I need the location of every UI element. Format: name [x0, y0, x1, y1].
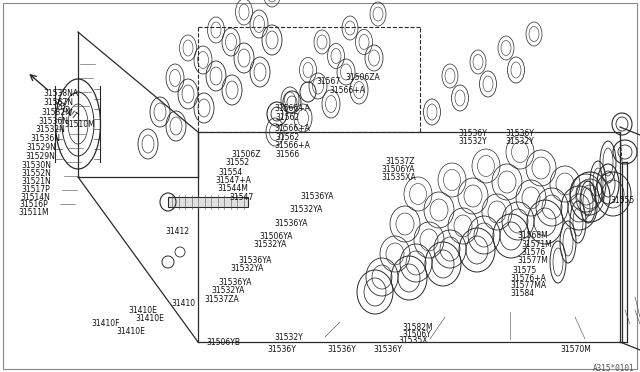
Text: 31536YA: 31536YA: [219, 278, 252, 287]
Text: 31537ZA: 31537ZA: [205, 295, 239, 304]
Text: 31536YA: 31536YA: [301, 192, 334, 201]
Text: 31511M: 31511M: [18, 208, 49, 217]
Bar: [168, 197, 248, 207]
Text: 31532Y: 31532Y: [506, 137, 534, 146]
Text: 31410E: 31410E: [136, 314, 164, 323]
Text: 31570M: 31570M: [561, 345, 591, 354]
Text: 31506Y: 31506Y: [402, 330, 431, 339]
Text: 31571M: 31571M: [522, 240, 552, 248]
Text: 31576: 31576: [522, 248, 546, 257]
Text: 31510M: 31510M: [64, 121, 95, 129]
Text: 31410F: 31410F: [92, 319, 120, 328]
Text: 31537Z: 31537Z: [385, 157, 415, 166]
Text: 31532N: 31532N: [36, 125, 66, 134]
Text: 31566+A: 31566+A: [329, 86, 365, 94]
Text: 31536YA: 31536YA: [274, 219, 307, 228]
Text: 31516P: 31516P: [19, 200, 48, 209]
Text: 31577M: 31577M: [517, 256, 548, 265]
Text: 31566+A: 31566+A: [274, 124, 310, 133]
Text: 31536Y: 31536Y: [506, 129, 534, 138]
Text: 31536Y: 31536Y: [374, 345, 403, 354]
Text: 31529N: 31529N: [27, 143, 57, 152]
Text: 31552: 31552: [225, 158, 250, 167]
Text: 31538NA: 31538NA: [44, 89, 79, 98]
Text: 31506ZA: 31506ZA: [346, 73, 380, 82]
Text: 31521N: 31521N: [22, 177, 51, 186]
Text: 31536Y: 31536Y: [458, 129, 487, 138]
Text: 31506YB: 31506YB: [207, 338, 241, 347]
Text: 31584: 31584: [511, 289, 535, 298]
Text: 31514N: 31514N: [20, 193, 51, 202]
Text: 31576+A: 31576+A: [511, 274, 547, 283]
Text: 31410E: 31410E: [116, 327, 145, 336]
Text: 31532YA: 31532YA: [211, 286, 244, 295]
Text: 31532N: 31532N: [41, 108, 71, 117]
Text: 31555: 31555: [610, 196, 634, 205]
Text: 31544M: 31544M: [218, 185, 248, 193]
Text: 31566: 31566: [275, 150, 300, 158]
Text: 31562: 31562: [275, 113, 300, 122]
Text: 31506Z: 31506Z: [232, 150, 261, 158]
Text: FRONT: FRONT: [53, 99, 79, 121]
Text: 31532YA: 31532YA: [253, 240, 287, 249]
Text: 31517P: 31517P: [22, 185, 51, 194]
Text: 31566+A: 31566+A: [274, 104, 310, 113]
Text: 31530N: 31530N: [22, 161, 52, 170]
Text: 31535XA: 31535XA: [381, 173, 416, 182]
Text: 31532YA: 31532YA: [230, 264, 264, 273]
Text: 31554: 31554: [219, 168, 243, 177]
Text: 31536Y: 31536Y: [268, 345, 296, 354]
Text: 31536N: 31536N: [38, 117, 68, 126]
Text: 31567: 31567: [316, 77, 340, 86]
Text: 31532Y: 31532Y: [458, 137, 487, 146]
Text: 31568M: 31568M: [517, 231, 548, 240]
Text: 31529N: 31529N: [26, 152, 56, 161]
Text: 31566+A: 31566+A: [274, 141, 310, 150]
Text: 31562: 31562: [275, 133, 300, 142]
Text: 31532Y: 31532Y: [274, 333, 303, 342]
Text: 31567N: 31567N: [44, 98, 74, 107]
Text: 31410: 31410: [172, 299, 196, 308]
Text: A315*0101: A315*0101: [593, 364, 634, 372]
Text: 31547+A: 31547+A: [215, 176, 251, 185]
Text: 31547: 31547: [229, 193, 253, 202]
Text: 31506YA: 31506YA: [381, 165, 415, 174]
Text: 31575: 31575: [512, 266, 536, 275]
Text: 31577MA: 31577MA: [511, 281, 547, 290]
Text: 31410E: 31410E: [128, 307, 157, 315]
Text: 31582M: 31582M: [402, 323, 433, 332]
Text: 31412: 31412: [165, 227, 189, 236]
Text: 31552N: 31552N: [22, 169, 52, 178]
Text: 31536N: 31536N: [31, 134, 61, 143]
Text: 31506YA: 31506YA: [260, 232, 293, 241]
Text: 31535X: 31535X: [398, 336, 428, 345]
Text: 31532YA: 31532YA: [289, 205, 323, 214]
Text: 31536YA: 31536YA: [238, 256, 271, 265]
Text: 31536Y: 31536Y: [328, 345, 356, 354]
